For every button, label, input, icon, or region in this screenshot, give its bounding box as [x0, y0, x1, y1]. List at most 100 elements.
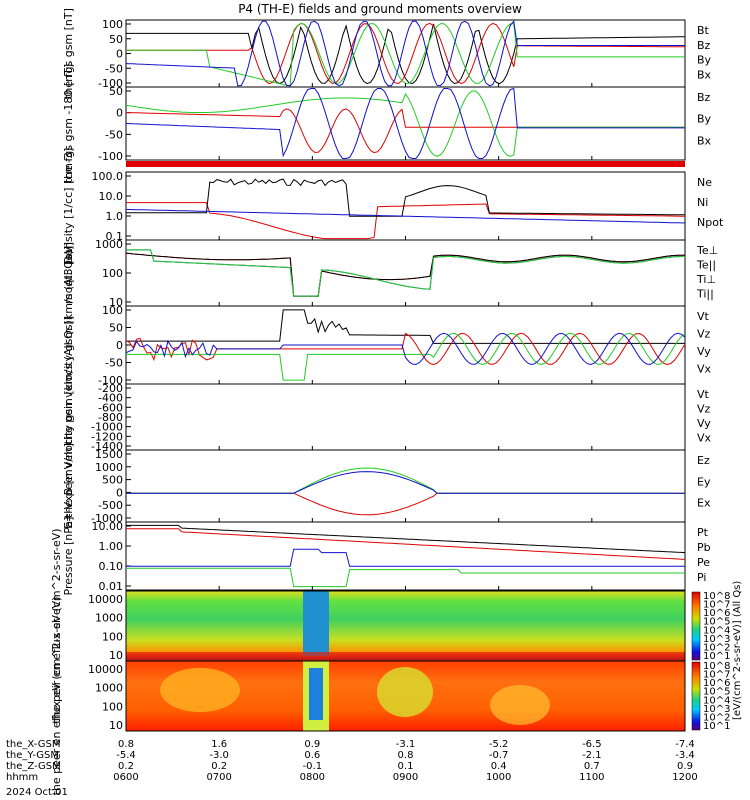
legend-Te||: Te|| [696, 259, 716, 272]
y-tick-label: -50 [105, 357, 123, 370]
y-tick-label: -1400 [91, 440, 123, 453]
series-Bz [125, 108, 685, 154]
footer-value: 0.2 [211, 761, 227, 772]
y-axis-label: moqt3 [eV] [62, 242, 75, 304]
y-tick-label: 0 [116, 48, 123, 61]
y-tick-label: 50 [109, 33, 123, 46]
footer-value: -7.4 [675, 739, 695, 750]
colorbar-tick-label: 10^3 [703, 634, 730, 645]
colorbar-label: [eV/(cm^2-s-sr-eV)] (All Qs) [732, 581, 743, 720]
y-tick-label: 50 [109, 85, 123, 98]
legend-Vz: Vz [697, 328, 711, 341]
series-Pi [126, 548, 685, 567]
footer-value: -0.7 [489, 750, 509, 761]
series-Vx [125, 332, 686, 366]
footer-value: 0.7 [584, 761, 600, 772]
panel-frame [125, 383, 686, 451]
series-Ne [126, 202, 685, 240]
spectrogram-axis-2: 10000 1000 100 10 the peer en eflux eV (cm^2… [50, 597, 123, 796]
y-axis-label: Pressure [nPa] [62, 517, 75, 596]
series-Vz [125, 332, 686, 366]
panel-2: 50 0 -50 -100 the fgs gsm -180 [nT] Bz By Bx [62, 64, 712, 183]
footer-value: 0.9 [304, 739, 320, 750]
series-Vt [126, 309, 685, 344]
colorbar-tick-label: 10^5 [703, 687, 730, 698]
colorbar-tick-label: 10^2 [703, 712, 730, 723]
y-tick-label: 100 [102, 18, 123, 31]
y-axis-label: the peer en eflux eV (cm^2-s-sr-eV) [50, 597, 63, 796]
series-Ey [126, 467, 685, 494]
y-axis-label: the peir en eflux eV (cm^2-s-sr-eV) [50, 528, 63, 723]
y-tick-label: 0.01 [99, 580, 124, 593]
legend-By: By [697, 54, 712, 67]
series-Pt [126, 524, 686, 554]
y-tick-label: 0 [116, 107, 123, 120]
footer-row-label: the_X-GSM [6, 739, 60, 750]
y-tick-label: -1200 [91, 430, 123, 443]
colorbar-tick-label: 10^4 [703, 695, 730, 706]
legend-Vy: Vy [697, 345, 711, 358]
footer-row-label: hhmm [6, 772, 38, 783]
footer-value: -3.1 [396, 739, 416, 750]
legend-Bx: Bx [697, 68, 712, 81]
legend-By: By [697, 113, 712, 126]
y-tick-label: -500 [98, 499, 123, 512]
footer-value: 0900 [393, 772, 418, 783]
colorbar-tick-label: 10^7 [703, 600, 730, 611]
legend-Bt: Bt [697, 24, 710, 37]
legend-Vx: Vx [697, 363, 712, 376]
series-Ez [126, 492, 685, 516]
y-tick-label: 0.10 [99, 560, 124, 573]
panel-frame [125, 86, 686, 161]
panel-frame [125, 521, 686, 591]
y-tick-label: 10 [109, 719, 123, 732]
y-tick-label: 1000 [95, 612, 123, 625]
series-Ti|| [126, 249, 685, 297]
footer-value: 0.1 [398, 761, 414, 772]
legend-Bx: Bx [697, 134, 712, 147]
footer-value: 0.6 [304, 750, 320, 761]
y-tick-label: -100 [98, 374, 123, 387]
legend-Ey: Ey [697, 475, 711, 488]
y-tick-label: 10000 [88, 593, 123, 606]
y-tick-label: 1000 [95, 461, 123, 474]
y-tick-label: -400 [98, 392, 123, 405]
y-axis-label: the peer velocity gsm [km/s (All Qs)] [62, 316, 75, 518]
footer-value: -2.1 [582, 750, 602, 761]
legend-Te⊥: Te⊥ [696, 244, 718, 257]
legend-Pt: Pt [697, 526, 709, 539]
legend-Npot: Npot [697, 216, 724, 229]
series-Npot [125, 208, 686, 224]
y-tick-label: 100 [102, 630, 123, 643]
y-tick-label: 1000 [95, 682, 123, 695]
footer-value: 0.8 [398, 750, 414, 761]
y-tick-label: 0 [116, 486, 123, 499]
panel-frame [125, 305, 686, 385]
flag-bar [126, 161, 685, 167]
y-tick-label: 50 [109, 322, 123, 335]
footer-value: -3.4 [675, 750, 695, 761]
legend-Ne: Ne [697, 176, 712, 189]
legend-Vx: Vx [697, 432, 712, 445]
footer-value: -3.0 [209, 750, 229, 761]
y-tick-label: -100 [98, 77, 123, 90]
y-tick-label: -800 [98, 411, 123, 424]
footer-value: 0800 [300, 772, 325, 783]
series-By [126, 22, 685, 87]
electron-energy-spectrogram [125, 660, 686, 732]
y-tick-label: 1.0 [106, 210, 124, 223]
legend-Pb: Pb [697, 541, 711, 554]
footer-row-label: the_Z-GSM [6, 761, 61, 772]
y-tick-label: 1000 [95, 238, 123, 251]
legend-Bz: Bz [697, 91, 711, 104]
colorbar-tick-label: 10^6 [703, 678, 730, 689]
y-tick-label: -50 [105, 62, 123, 75]
legend-Ex: Ex [697, 497, 711, 510]
y-axis-label: Density [1/cc] [cm-3] [62, 148, 75, 265]
series-Pe [126, 567, 685, 588]
panel-frame [125, 239, 686, 307]
colorbar-ion: 10^810^710^610^510^410^310^210^1 [691, 591, 730, 662]
